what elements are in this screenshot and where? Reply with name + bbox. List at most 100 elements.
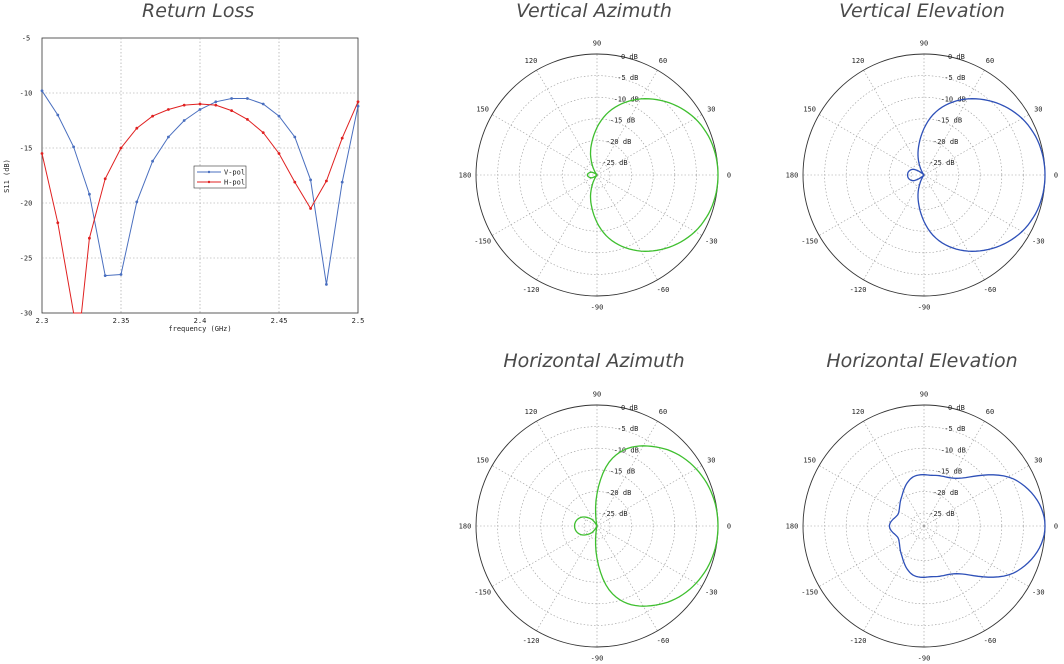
data-point	[40, 89, 44, 93]
data-point	[293, 180, 297, 184]
spoke-gridline	[492, 465, 598, 527]
radial-tick-label: -20 dB	[606, 489, 631, 497]
ring-gridline	[889, 491, 959, 561]
angle-tick-label: 30	[707, 106, 715, 114]
data-point	[198, 108, 202, 111]
radiation-pattern-curve	[906, 98, 1046, 252]
horizontal-azimuth-title: Horizontal Azimuth	[503, 350, 685, 372]
horizontal-elevation-title: Horizontal Elevation	[826, 350, 1018, 372]
radial-tick-label: 0 dB	[621, 404, 638, 412]
angle-tick-label: -30	[1032, 589, 1045, 597]
y-tick-label: -30	[20, 310, 33, 318]
spoke-gridline	[923, 174, 1029, 236]
data-point	[261, 131, 265, 135]
spoke-gridline	[596, 174, 658, 280]
polar-grid	[476, 54, 718, 296]
angle-tick-label: 180	[786, 172, 799, 180]
ring-gridline	[583, 512, 611, 540]
angle-tick-label: 120	[525, 57, 538, 65]
angle-tick-label: 150	[803, 106, 816, 114]
data-point	[103, 177, 107, 181]
data-point	[214, 100, 218, 104]
radial-tick-label: -20 dB	[933, 138, 958, 146]
y-tick-label: -25	[20, 255, 33, 263]
y-tick-label: -15	[20, 145, 33, 153]
data-point	[246, 97, 249, 100]
angle-tick-label: 60	[659, 57, 667, 65]
angle-tick-label: -30	[1032, 238, 1045, 246]
data-point	[325, 179, 328, 183]
spoke-gridline	[536, 70, 598, 176]
radial-tick-label: -20 dB	[933, 489, 958, 497]
x-tick-label: 2.4	[194, 317, 207, 325]
data-point	[167, 135, 170, 139]
spoke-gridline	[492, 114, 598, 176]
data-point	[135, 200, 139, 204]
angle-tick-label: 150	[476, 457, 489, 465]
data-point	[293, 135, 297, 139]
angle-tick-label: -60	[984, 637, 997, 645]
spoke-gridline	[819, 174, 925, 236]
angle-tick-label: -90	[591, 655, 604, 663]
radial-tick-label: -10 dB	[941, 446, 966, 454]
radial-tick-label: -15 dB	[937, 117, 962, 125]
angle-tick-label: -120	[850, 637, 867, 645]
polar-grid	[803, 54, 1045, 296]
data-point	[151, 159, 155, 163]
data-point	[340, 136, 344, 140]
data-point	[261, 102, 265, 106]
data-point	[277, 152, 281, 155]
angle-tick-label: -30	[705, 589, 718, 597]
radial-tick-label: -10 dB	[614, 95, 639, 103]
radial-tick-label: -5 dB	[617, 74, 638, 82]
legend-v-pol: V-pol	[224, 169, 245, 177]
ring-gridline	[562, 140, 632, 210]
data-point	[356, 100, 360, 104]
angle-tick-label: -150	[474, 238, 491, 246]
angle-tick-label: 60	[986, 408, 994, 416]
radial-tick-label: 0 dB	[948, 53, 965, 61]
x-tick-label: 2.45	[271, 317, 288, 325]
vertical-elevation-title: Vertical Elevation	[839, 0, 1005, 22]
data-point	[277, 114, 281, 118]
radial-tick-label: -10 dB	[941, 95, 966, 103]
angle-tick-label: 60	[659, 408, 667, 416]
angle-tick-label: 150	[803, 457, 816, 465]
ring-gridline	[910, 161, 938, 189]
ring-gridline	[889, 140, 959, 210]
y-tick-label: -10	[20, 90, 33, 98]
angle-tick-label: -60	[657, 637, 670, 645]
y-tick-label: -5	[22, 35, 30, 43]
x-tick-label: 2.35	[113, 317, 130, 325]
data-point	[340, 180, 344, 184]
radial-tick-label: 0 dB	[948, 404, 965, 412]
angle-tick-label: 30	[1034, 106, 1042, 114]
x-tick-label: 2.5	[352, 317, 365, 325]
spoke-gridline	[596, 421, 658, 527]
angle-tick-label: -120	[523, 637, 540, 645]
data-point	[119, 146, 123, 150]
data-point	[151, 114, 155, 118]
radiation-pattern-curve	[573, 445, 719, 607]
spoke-gridline	[596, 174, 702, 236]
angle-tick-label: -90	[918, 304, 931, 312]
data-point	[356, 104, 360, 108]
angle-tick-label: -150	[801, 589, 818, 597]
data-point	[40, 152, 44, 155]
data-point	[88, 236, 91, 240]
spoke-gridline	[863, 421, 925, 527]
data-point	[135, 126, 139, 130]
angle-tick-label: 90	[920, 40, 928, 48]
angle-tick-label: 60	[986, 57, 994, 65]
spoke-gridline	[923, 465, 1029, 527]
spoke-gridline	[596, 114, 702, 176]
spoke-gridline	[923, 421, 985, 527]
radial-tick-label: 0 dB	[621, 53, 638, 61]
spoke-gridline	[492, 174, 598, 236]
spoke-gridline	[923, 70, 985, 176]
spoke-gridline	[596, 70, 658, 176]
data-point	[72, 145, 75, 149]
